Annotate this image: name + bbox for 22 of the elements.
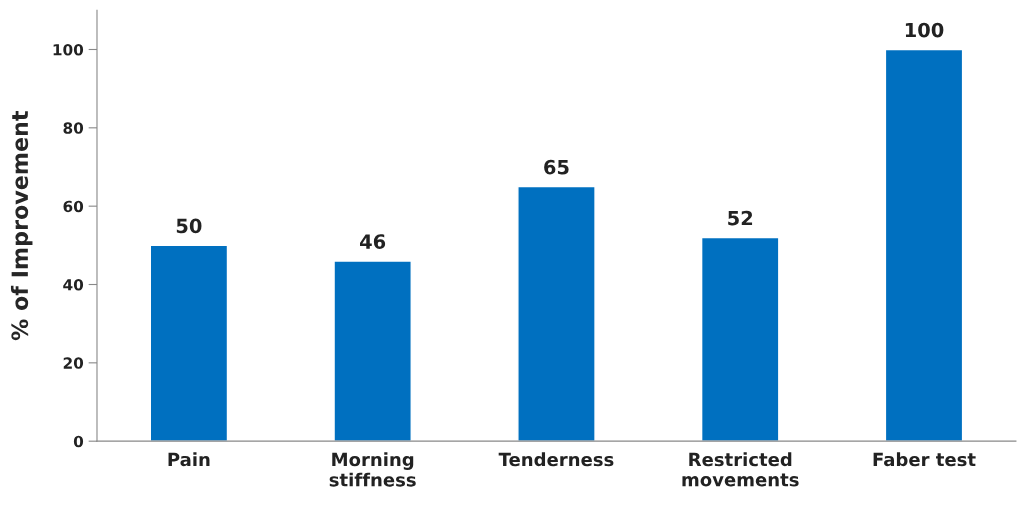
data-label: 52: [728, 210, 753, 226]
data-label: 100: [905, 22, 944, 38]
data-label: 65: [544, 159, 569, 175]
bar: [884, 48, 964, 442]
x-tick-label: Pain: [168, 452, 210, 467]
y-axis-title: % of Improvement: [10, 111, 33, 341]
bar: [149, 244, 229, 442]
y-tick-label: 100: [53, 43, 84, 56]
x-tick-label: Tenderness: [498, 452, 614, 467]
y-tick-label: 20: [63, 357, 84, 369]
bar: [333, 260, 412, 442]
x-tick-label: Restricted movements: [682, 452, 799, 487]
data-label: 46: [360, 234, 386, 249]
y-tick-label: 60: [63, 200, 84, 213]
y-tick-label: 40: [63, 278, 84, 291]
x-tick-label: Morning stiffness: [329, 452, 416, 487]
x-tick-label: Faber test: [873, 452, 976, 467]
y-tick-label: 0: [73, 435, 84, 448]
y-tick-label: 80: [63, 122, 84, 134]
data-label: 50: [176, 218, 202, 234]
bar: [700, 236, 780, 442]
bar: [517, 185, 596, 442]
